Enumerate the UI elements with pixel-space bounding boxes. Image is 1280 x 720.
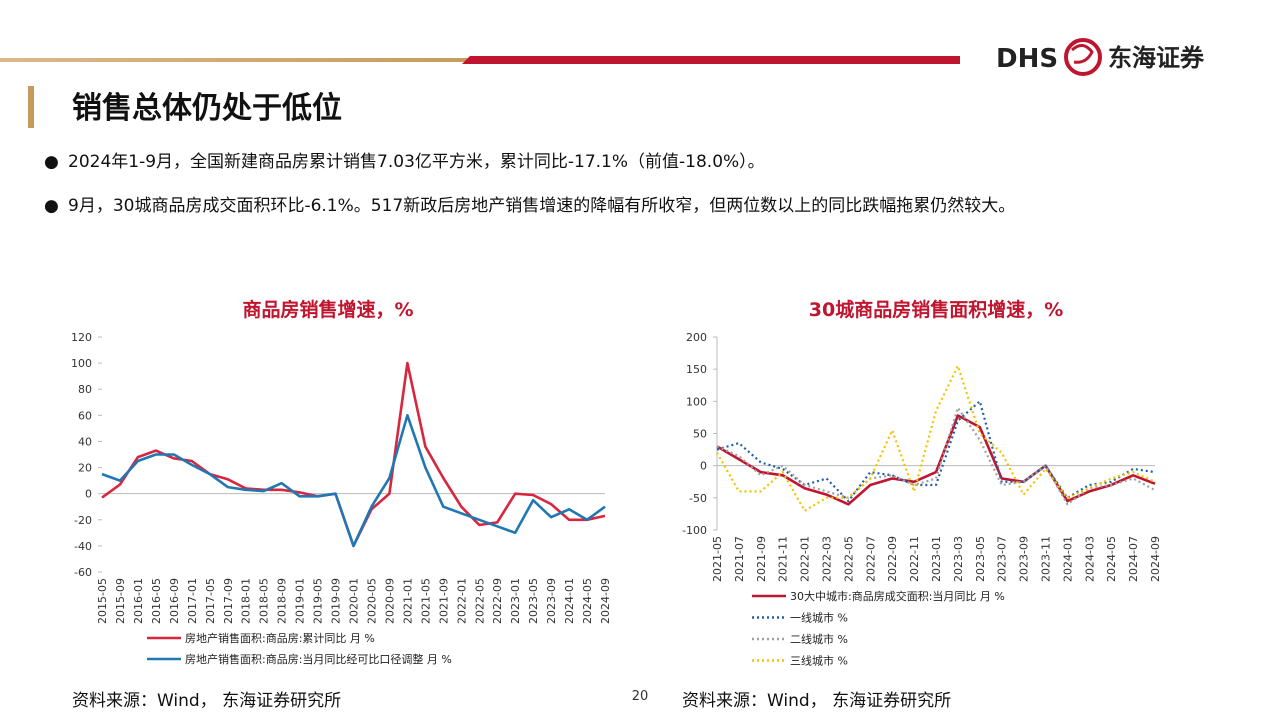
x-tick-label: 2019-01 (294, 578, 307, 624)
x-tick-label: 2015-09 (114, 578, 127, 624)
x-tick-label: 2022-01 (455, 578, 468, 624)
x-tick-label: 2022-01 (799, 536, 812, 582)
x-tick-label: 2022-11 (908, 536, 921, 582)
x-tick-label: 2023-11 (1040, 536, 1053, 582)
source: 资料来源：Wind， 东海证券研究所 (682, 691, 952, 711)
slide-title: 销售总体仍处于低位 (72, 91, 342, 126)
chart: 商品房销售增速，% -60 -40 -20 0 20 40 60 80 100 120 2015-05… (71, 298, 612, 666)
x-tick-label: 2022-03 (821, 536, 834, 582)
x-tick-label: 2017-01 (186, 578, 199, 624)
legend-label: 房地产销售面积:商品房:累计同比 月 % (185, 631, 375, 645)
y-tick-label: 0 (85, 488, 92, 501)
bullet-text: 2024年1-9月，全国新建商品房累计销售7.03亿平方米，累计同比-17.1%… (68, 152, 765, 172)
x-tick-label: 2022-09 (491, 578, 504, 624)
x-tick-label: 2022-09 (886, 536, 899, 582)
x-tick-label: 2016-05 (150, 578, 163, 624)
x-tick-label: 2022-05 (473, 578, 486, 624)
chart: 30城商品房销售面积增速，% -100 -50 0 50 100 150 200 2021-05… (682, 298, 1162, 668)
x-tick-label: 2021-09 (755, 536, 768, 582)
x-tick-label: 2017-09 (222, 578, 235, 624)
series-line (716, 364, 1156, 512)
y-tick-label: 100 (71, 357, 92, 370)
source: 资料来源：Wind， 东海证券研究所 (72, 691, 342, 711)
red-rule (462, 56, 960, 64)
y-tick-label: 200 (686, 331, 707, 344)
x-tick-label: 2024-07 (1127, 536, 1140, 582)
series-line (716, 406, 1156, 506)
x-tick-label: 2021-07 (733, 536, 746, 582)
series-line (716, 400, 1156, 503)
logo-swirl (1070, 44, 1094, 64)
x-tick-label: 2018-01 (240, 578, 253, 624)
x-tick-label: 2024-01 (1061, 536, 1074, 582)
x-tick-label: 2023-07 (996, 536, 1009, 582)
y-tick-label: 150 (686, 363, 707, 376)
logo-icon (1064, 38, 1102, 76)
chart-title: 商品房销售增速，% (242, 298, 413, 321)
x-tick-label: 2024-01 (563, 578, 576, 624)
legend-label: 30大中城市:商品房成交面积:当月同比 月 % (790, 589, 1005, 603)
x-tick-label: 2024-09 (599, 578, 612, 624)
x-tick-label: 2022-05 (842, 536, 855, 582)
x-tick-label: 2021-09 (437, 578, 450, 624)
x-tick-label: 2019-09 (330, 578, 343, 624)
x-tick-label: 2016-01 (132, 578, 145, 624)
x-tick-label: 2020-05 (365, 578, 378, 624)
legend-label: 二线城市 % (790, 632, 848, 646)
x-tick-label: 2021-01 (401, 578, 414, 624)
x-tick-label: 2020-01 (348, 578, 361, 624)
x-tick-label: 2023-03 (952, 536, 965, 582)
x-tick-label: 2023-05 (974, 536, 987, 582)
title-bar (28, 86, 34, 128)
x-tick-label: 2023-01 (930, 536, 943, 582)
x-tick-label: 2021-05 (711, 536, 724, 582)
y-tick-label: -100 (682, 524, 707, 537)
y-tick-label: 120 (71, 331, 92, 344)
chart-title: 30城商品房销售面积增速，% (809, 298, 1063, 321)
y-tick-label: 40 (78, 435, 92, 448)
brand-cn: 东海证券 (1108, 44, 1205, 72)
series-line (716, 414, 1156, 506)
y-tick-label: -40 (74, 540, 92, 553)
x-tick-label: 2018-05 (258, 578, 271, 624)
x-tick-label: 2023-09 (1018, 536, 1031, 582)
x-tick-label: 2023-01 (509, 578, 522, 624)
brand: DHS (996, 44, 1058, 74)
x-tick-label: 2023-05 (527, 578, 540, 624)
y-tick-label: 80 (78, 383, 92, 396)
x-tick-label: 2017-05 (204, 578, 217, 624)
x-tick-label: 2018-09 (276, 578, 289, 624)
legend-label: 房地产销售面积:商品房:当月同比经可比口径调整 月 % (185, 652, 452, 666)
legend-label: 一线城市 % (790, 611, 848, 625)
series-line (101, 414, 606, 548)
bullet-text: 9月，30城商品房成交面积环比-6.1%。517新政后房地产销售增速的降幅有所收… (68, 196, 1016, 216)
y-tick-label: 20 (78, 462, 92, 475)
gold-rule (0, 58, 480, 62)
y-tick-label: 50 (693, 428, 707, 441)
x-tick-label: 2022-07 (864, 536, 877, 582)
x-tick-label: 2015-05 (96, 578, 109, 624)
x-tick-label: 2024-05 (1105, 536, 1118, 582)
legend-label: 三线城市 % (790, 654, 848, 668)
x-tick-label: 2021-11 (777, 536, 790, 582)
y-tick-label: 100 (686, 395, 707, 408)
y-tick-label: -20 (74, 514, 92, 527)
page-number: 20 (632, 689, 649, 704)
x-tick-label: 2016-09 (168, 578, 181, 624)
y-tick-label: 60 (78, 409, 92, 422)
y-tick-label: -50 (689, 492, 707, 505)
x-tick-label: 2020-09 (383, 578, 396, 624)
y-tick-label: 0 (700, 460, 707, 473)
x-tick-label: 2024-03 (1083, 536, 1096, 582)
y-tick-label: -60 (74, 566, 92, 579)
x-tick-label: 2024-09 (1149, 536, 1162, 582)
x-tick-label: 2024-05 (581, 578, 594, 624)
x-tick-label: 2021-05 (419, 578, 432, 624)
x-tick-label: 2019-05 (312, 578, 325, 624)
x-tick-label: 2023-09 (545, 578, 558, 624)
series-line (101, 361, 606, 548)
